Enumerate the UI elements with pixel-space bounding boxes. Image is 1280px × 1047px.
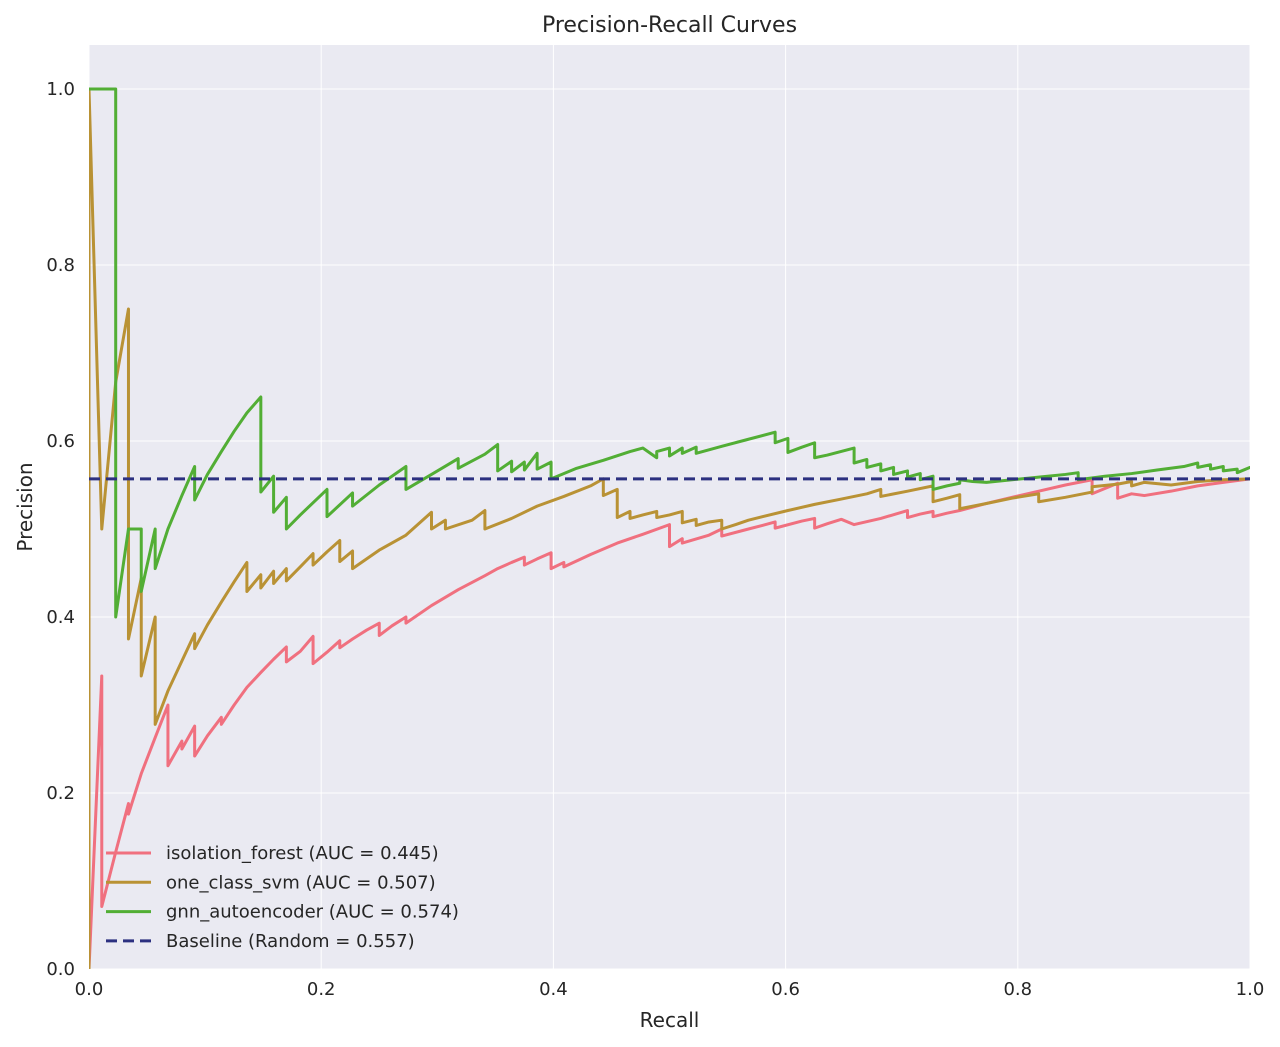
series-layer	[89, 87, 1250, 969]
series-line-0	[89, 477, 1250, 969]
y-tick-label: 0.6	[46, 431, 75, 452]
y-tick-labels: 0.0 0.2 0.4 0.6 0.8 1.0	[46, 79, 75, 980]
y-tick-label: 0.2	[46, 783, 75, 804]
legend-label: isolation_forest (AUC = 0.445)	[166, 843, 439, 864]
x-tick-label: 0.2	[307, 979, 336, 1000]
x-tick-label: 0.8	[1003, 979, 1032, 1000]
x-tick-label: 1.0	[1236, 979, 1265, 1000]
y-tick-label: 0.8	[46, 255, 75, 276]
y-tick-label: 0.4	[46, 607, 75, 628]
legend-label: one_class_svm (AUC = 0.507)	[166, 872, 436, 893]
legend-label: gnn_autoencoder (AUC = 0.574)	[166, 902, 459, 923]
x-axis-label: Recall	[640, 1008, 700, 1032]
x-tick-labels: 0.0 0.2 0.4 0.6 0.8 1.0	[75, 979, 1265, 1000]
x-tick-label: 0.4	[539, 979, 568, 1000]
y-tick-label: 0.0	[46, 959, 75, 980]
x-tick-label: 0.0	[75, 979, 104, 1000]
legend: isolation_forest (AUC = 0.445) one_class_…	[106, 843, 459, 952]
legend-label: Baseline (Random = 0.557)	[166, 931, 415, 952]
y-axis-label: Precision	[13, 462, 37, 551]
y-tick-label: 1.0	[46, 79, 75, 100]
chart-title: Precision-Recall Curves	[542, 13, 797, 38]
plot-area	[89, 45, 1250, 969]
x-tick-label: 0.6	[771, 979, 800, 1000]
grid-lines	[88, 45, 1251, 970]
